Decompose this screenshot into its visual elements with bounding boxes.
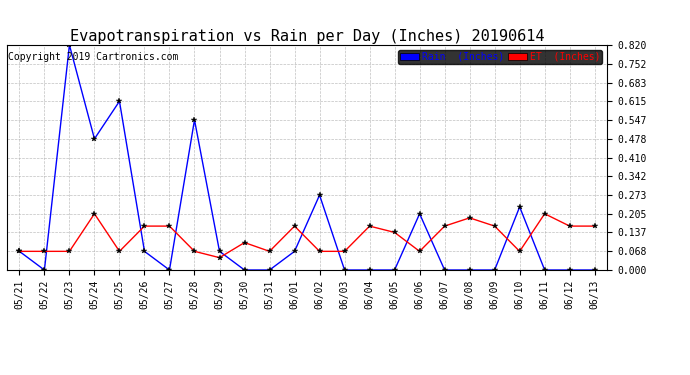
Text: Copyright 2019 Cartronics.com: Copyright 2019 Cartronics.com — [8, 52, 179, 62]
Legend: Rain  (Inches), ET  (Inches): Rain (Inches), ET (Inches) — [398, 50, 602, 64]
Title: Evapotranspiration vs Rain per Day (Inches) 20190614: Evapotranspiration vs Rain per Day (Inch… — [70, 29, 544, 44]
